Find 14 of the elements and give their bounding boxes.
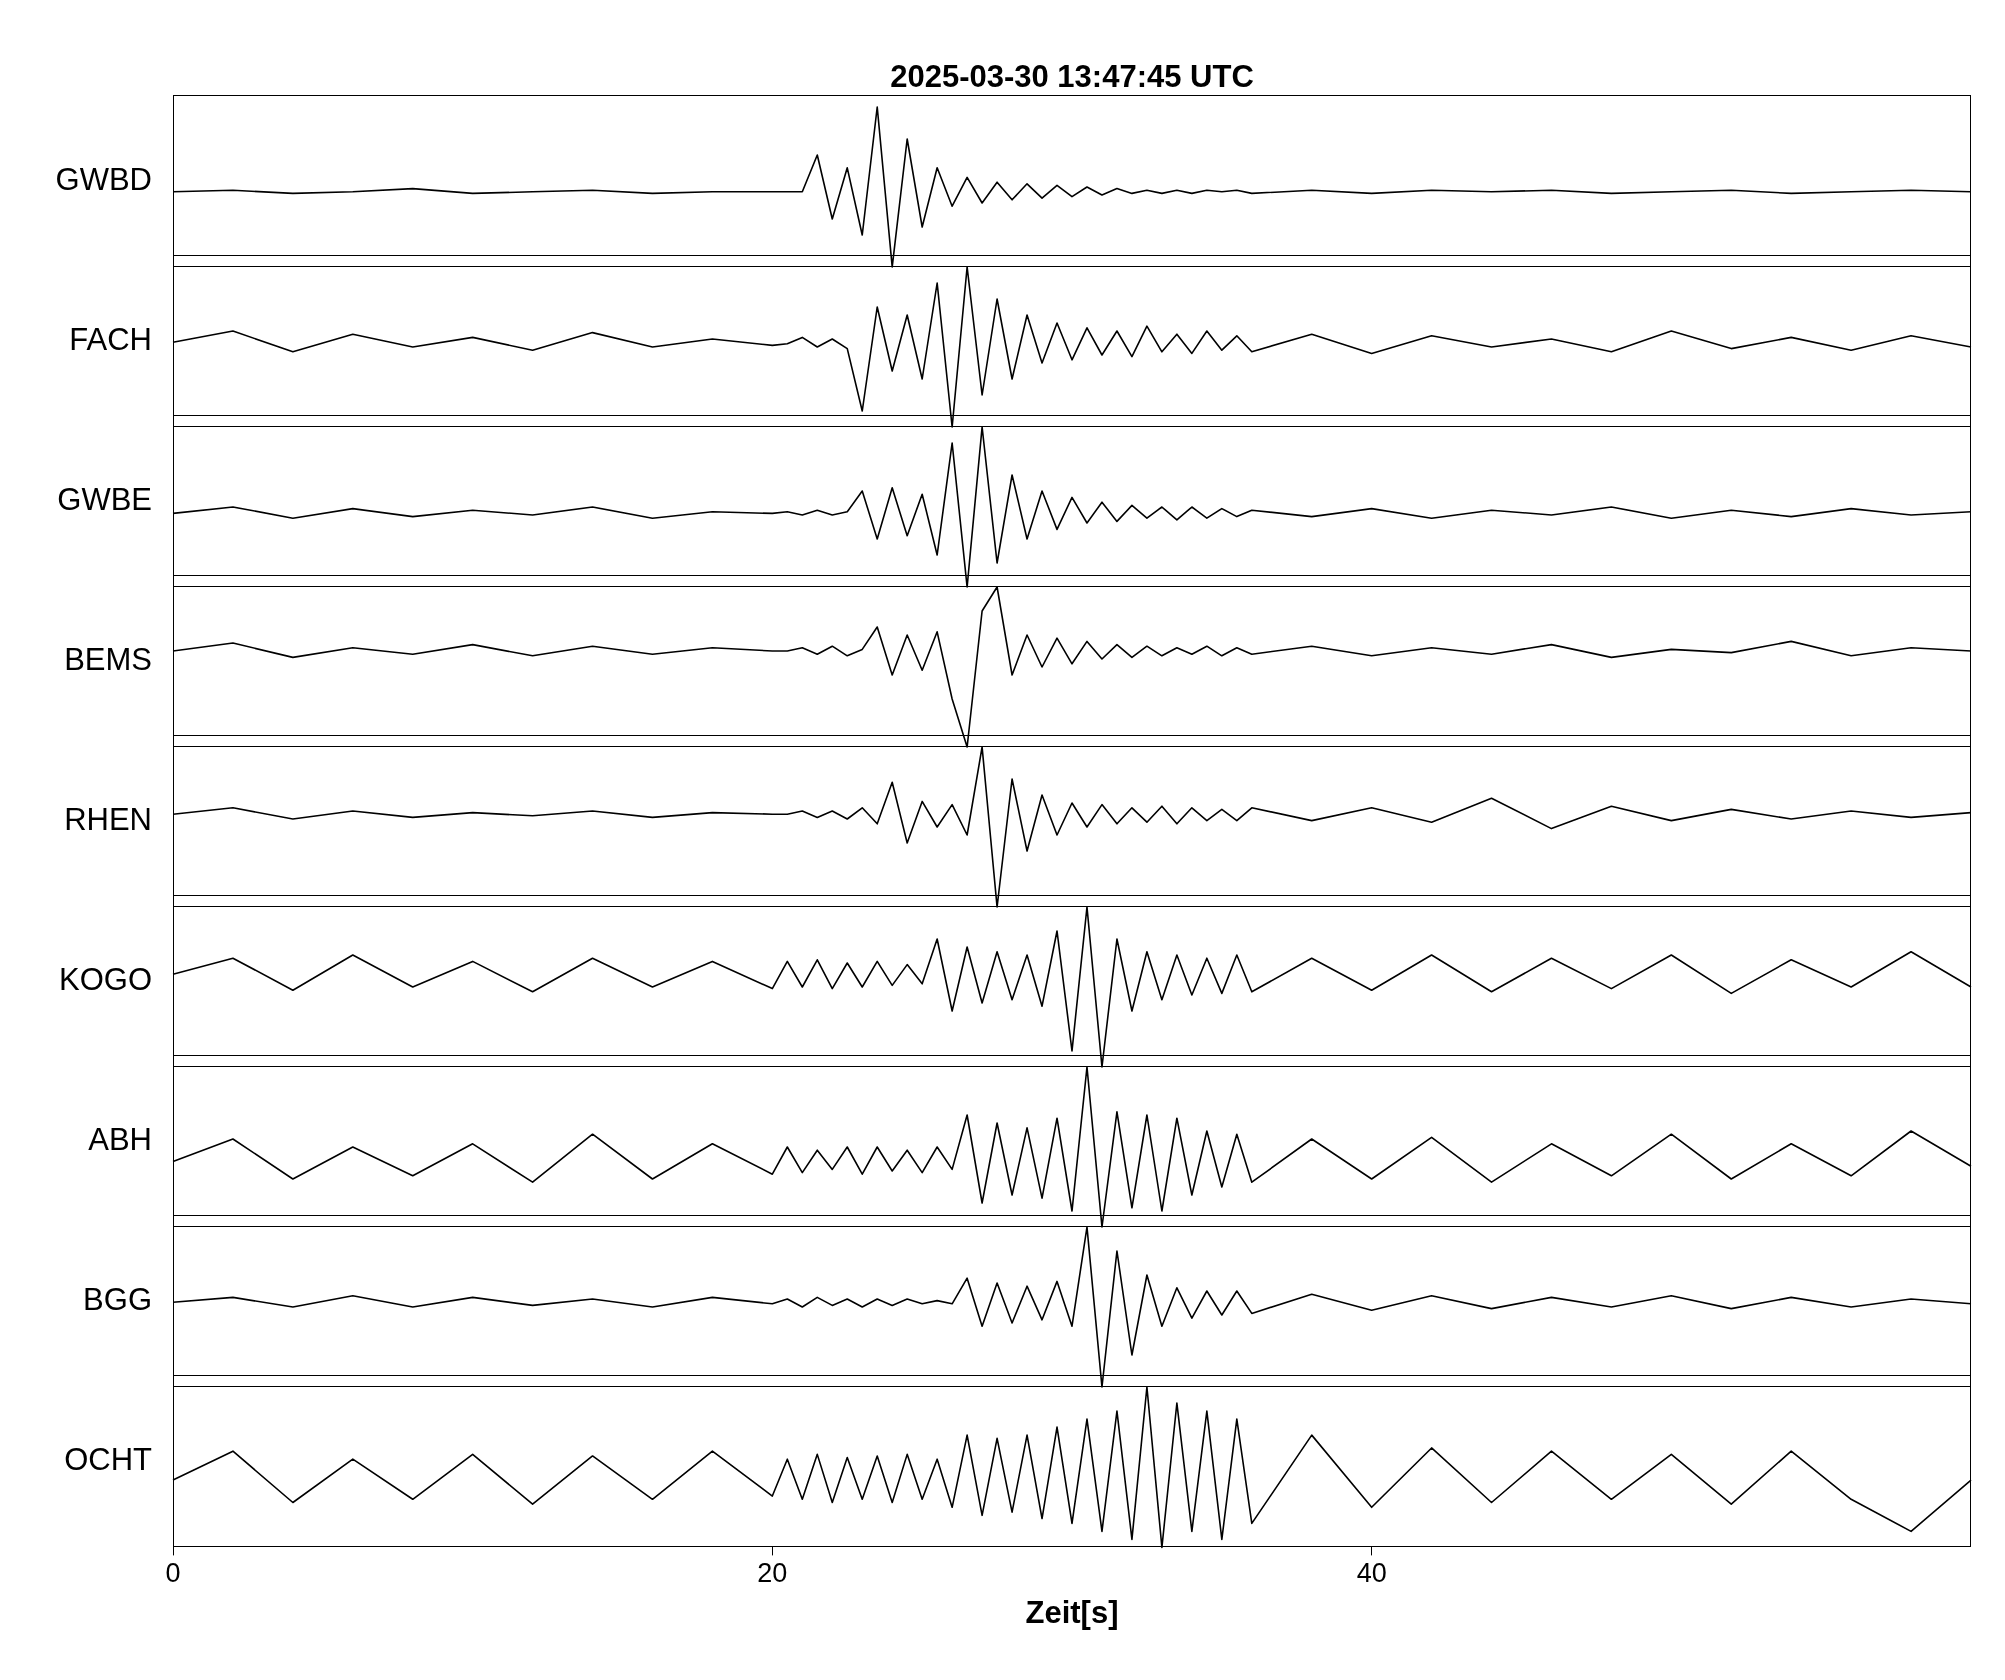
- x-tick-label: 40: [1356, 1558, 1387, 1589]
- chart-title: 2025-03-30 13:47:45 UTC: [889, 59, 1255, 95]
- x-tick-label: 0: [165, 1558, 181, 1589]
- y-axis-title: GWBD: [55, 162, 152, 198]
- y-axis-title: BEMS: [64, 642, 152, 678]
- y-axis-title: OCHT: [64, 1442, 152, 1478]
- y-axis-title: ABH: [88, 1122, 152, 1158]
- y-axis-title: KOGO: [58, 962, 152, 998]
- y-axis-title: GWBE: [57, 482, 152, 518]
- x-tick-label: 20: [757, 1558, 788, 1589]
- x-axis-title: Zeit[s]: [1025, 1594, 1119, 1630]
- y-axis-title: FACH: [69, 322, 152, 358]
- y-axis-title: RHEN: [64, 802, 152, 838]
- y-axis-title: BGG: [83, 1282, 152, 1318]
